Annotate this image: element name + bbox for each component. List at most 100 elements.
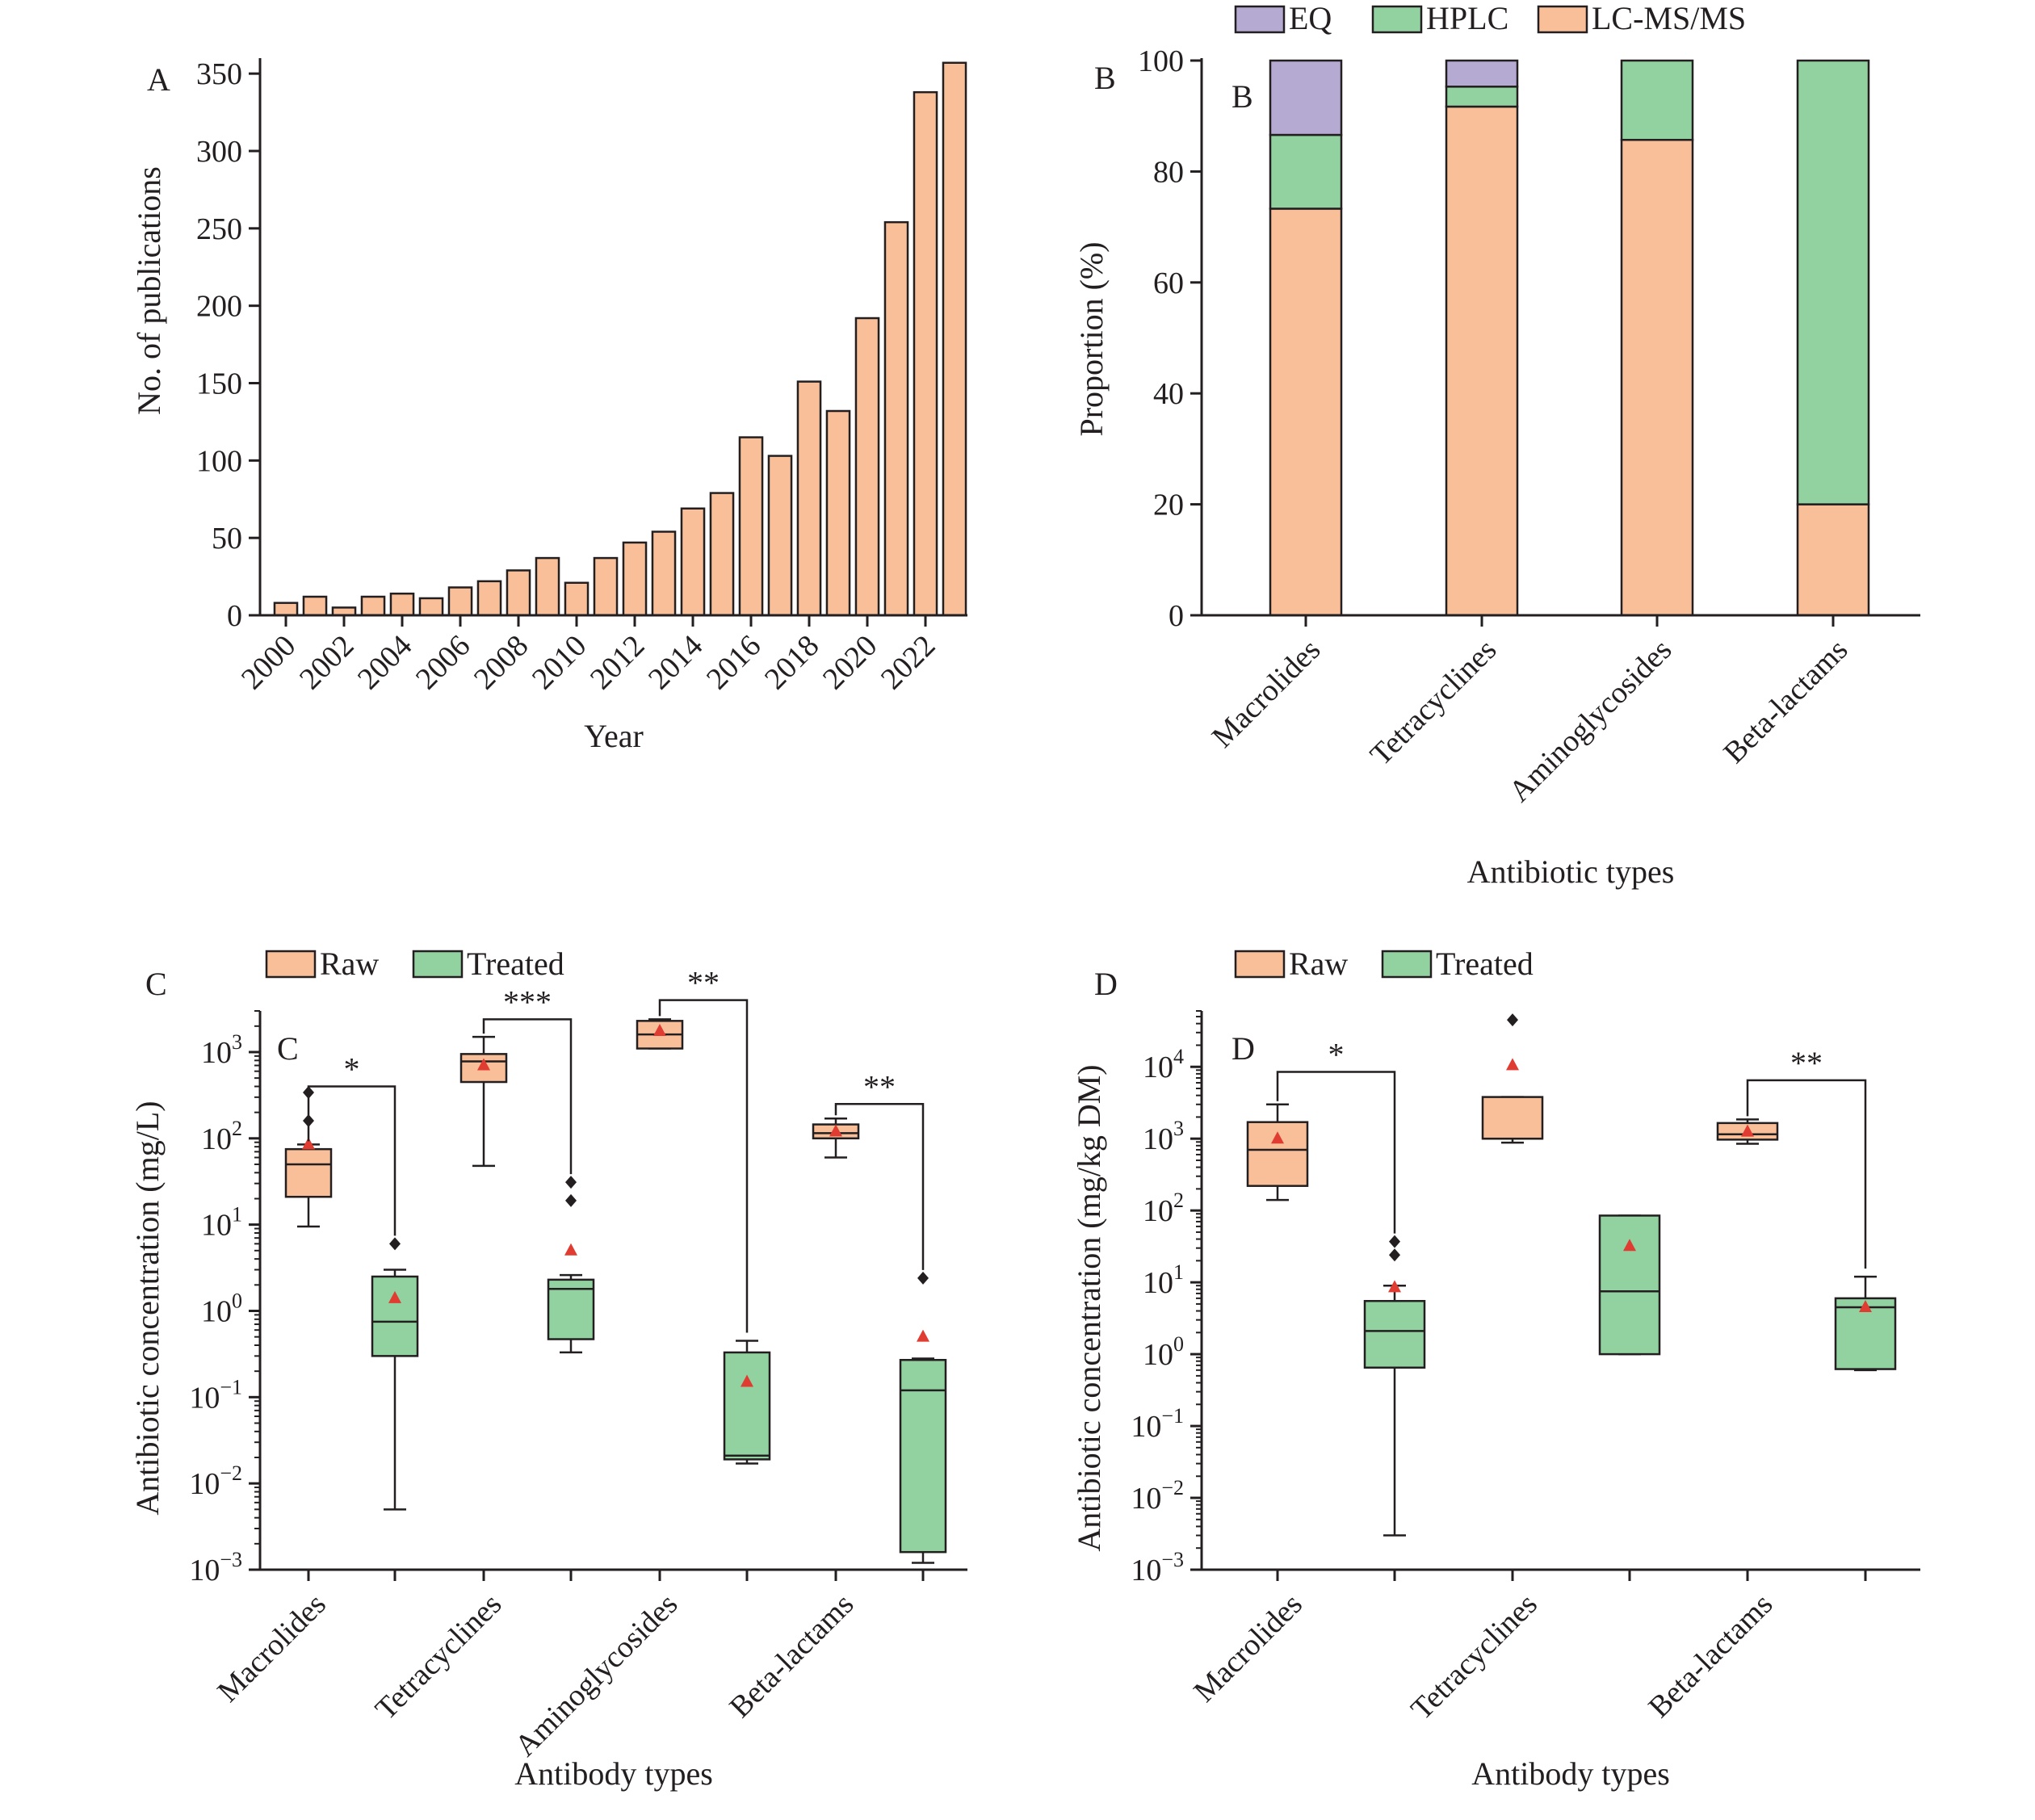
bar-beta-lactams-hplc <box>1796 59 1870 505</box>
panel-d-solid-concentration-chart: D D Raw Treated 10−3 10−2 10−1 100 101 102 103 1… <box>1071 946 1920 1792</box>
box-macrolides-treated-outlier <box>1389 1248 1400 1262</box>
panel-b-y-tick-label: 100 <box>1138 44 1184 78</box>
panel-a-y-axis-title: No. of publications <box>131 166 167 415</box>
panel-d-y-tick-label: 104 <box>1143 1045 1184 1084</box>
legend-label-eq: EQ <box>1289 0 1332 36</box>
panel-b-legend: EQ HPLC LC-MS/MS <box>1234 0 1746 36</box>
bar-2003 <box>360 595 386 617</box>
box-macrolides-raw <box>284 1147 333 1198</box>
panel-a-x-tick-label: 2002 <box>293 629 360 696</box>
bar-tetracyclines-lc-ms-ms <box>1445 105 1519 617</box>
bar-2022 <box>913 90 938 617</box>
panel-d-y-tick-label: 101 <box>1143 1260 1184 1300</box>
panel-d-x-tick-label-tetracyclines: Tetracyclines <box>1404 1587 1544 1727</box>
box-tetracyclines-treated-mean <box>1623 1239 1636 1252</box>
panel-a-x-axis-title: Year <box>584 718 644 754</box>
panel-a-y-tick-label: 250 <box>196 212 242 246</box>
panel-d-letter: D <box>1094 966 1118 1002</box>
panel-a-x-tick-label: 2012 <box>584 629 651 696</box>
panel-a-publications-chart: A 05010015020025030035020002002200420062… <box>131 57 967 754</box>
panel-d-y-tick-label: 10−1 <box>1131 1404 1184 1444</box>
panel-b-x-axis-title: Antibiotic types <box>1467 853 1675 890</box>
box-aminoglycosides-raw-mean <box>653 1024 666 1037</box>
bar-macrolides-eq <box>1269 59 1343 136</box>
box-beta-lactams-raw-mean <box>1741 1124 1754 1137</box>
box-macrolides-raw-mean <box>1271 1131 1284 1144</box>
box-beta-lactams-treated-mean <box>917 1329 929 1342</box>
panel-c-x-tick-label-macrolides: Macrolides <box>211 1587 333 1709</box>
box-tetracyclines-treated-mean <box>564 1243 577 1256</box>
panel-c-legend-swatch-treated <box>412 950 464 979</box>
panel-c-letter: C <box>145 966 167 1002</box>
box-macrolides-raw-mean <box>302 1137 315 1150</box>
bar-2008 <box>506 569 531 617</box>
box-beta-lactams-treated <box>899 1358 947 1554</box>
panel-b-y-tick-label: 0 <box>1169 599 1184 633</box>
panel-a-x-tick-label: 2008 <box>468 629 535 696</box>
panel-c-y-tick-label: 103 <box>201 1030 242 1070</box>
bar-2020 <box>854 317 880 617</box>
box-macrolides-treated <box>371 1275 419 1357</box>
panel-b-inner-letter: B <box>1231 78 1253 115</box>
significance-label-tetracyclines: *** <box>503 983 552 1020</box>
box-macrolides-treated-mean <box>1388 1280 1401 1293</box>
panel-c-liquid-concentration-chart: C C Raw Treated 10−3 10−2 10−1 100 101 102 103 M… <box>129 946 967 1792</box>
bar-macrolides-hplc <box>1269 133 1343 210</box>
box-macrolides-treated-mean <box>388 1290 401 1303</box>
panel-b-y-tick-label: 80 <box>1153 155 1184 189</box>
panel-d-x-tick-label-macrolides: Macrolides <box>1187 1587 1309 1709</box>
box-beta-lactams-treated-mean <box>1859 1299 1872 1312</box>
bar-tetracyclines-hplc <box>1445 86 1519 108</box>
panel-b-x-tick-label-tetracyclines: Tetracyclines <box>1364 633 1504 773</box>
panel-d-legend-label-treated: Treated <box>1436 946 1534 982</box>
panel-c-inner-letter: C <box>277 1030 299 1067</box>
panel-a-y-tick-label: 300 <box>196 135 242 169</box>
panel-b-proportion-chart: B B EQ HPLC LC-MS/MS 0 20 40 60 80 100 Macrolide… <box>1073 0 1920 890</box>
box-macrolides-treated <box>1363 1299 1426 1369</box>
bar-2013 <box>651 530 677 617</box>
bar-macrolides-lc-ms-ms <box>1269 208 1343 617</box>
panel-b-y-tick-label: 60 <box>1153 266 1184 300</box>
panel-a-y-tick-label: 50 <box>212 522 242 556</box>
panel-a-x-tick-label: 2014 <box>642 629 709 696</box>
panel-c-x-tick-label-beta-lactams: Beta-lactams <box>723 1587 860 1725</box>
significance-bracket-macrolides <box>307 1085 397 1236</box>
panel-c-y-tick-label: 10−3 <box>189 1548 242 1587</box>
panel-c-x-tick-label-aminoglycosides: Aminoglycosides <box>509 1587 685 1763</box>
panel-c-boxes <box>284 1018 947 1564</box>
panel-c-x-axis-title: Antibody types <box>514 1755 713 1792</box>
box-tetracyclines-raw-mean <box>1506 1058 1519 1071</box>
legend-swatch-eq <box>1234 5 1286 34</box>
panel-b-y-tick-label: 40 <box>1153 377 1184 411</box>
panel-c-legend: Raw Treated <box>265 946 564 982</box>
panel-c-y-tick-label: 10−2 <box>189 1461 242 1501</box>
panel-b-x-tick-label-aminoglycosides: Aminoglycosides <box>1503 633 1679 809</box>
panel-a-x-tick-label: 2006 <box>409 629 476 696</box>
box-macrolides-treated-outlier <box>1389 1235 1400 1248</box>
panel-a-y-tick-label: 200 <box>196 290 242 324</box>
bar-2021 <box>883 220 909 617</box>
box-aminoglycosides-treated <box>723 1351 771 1461</box>
legend-swatch-lc-ms-ms <box>1537 5 1588 34</box>
panel-c-legend-label-treated: Treated <box>467 946 564 982</box>
significance-bracket-macrolides <box>1276 1071 1396 1234</box>
panel-a-bars <box>273 61 967 617</box>
bar-2010 <box>564 581 590 617</box>
panel-a-y-tick-label: 100 <box>196 444 242 478</box>
panel-c-y-axis-title: Antibiotic concentration (mg/L) <box>129 1101 166 1515</box>
box-tetracyclines-raw-mean <box>477 1058 490 1071</box>
legend-label-hplc: HPLC <box>1426 0 1508 36</box>
panel-d-y-axis-title: Antibiotic concentration (mg/kg DM) <box>1071 1064 1107 1551</box>
panel-a-x-tick-label: 2022 <box>875 629 942 696</box>
significance-label-macrolides: * <box>344 1050 360 1087</box>
panel-d-legend-label-raw: Raw <box>1289 946 1348 982</box>
bar-2012 <box>622 541 648 617</box>
box-beta-lactams-raw-mean <box>829 1124 842 1137</box>
significance-bracket-tetracyclines <box>482 1018 573 1175</box>
bar-2014 <box>680 507 706 617</box>
bar-2023 <box>942 61 967 617</box>
panel-c-y-tick-label: 101 <box>201 1203 242 1243</box>
panel-a-x-tick-label: 2010 <box>526 629 593 696</box>
significance-bracket-beta-lactams <box>834 1103 925 1270</box>
